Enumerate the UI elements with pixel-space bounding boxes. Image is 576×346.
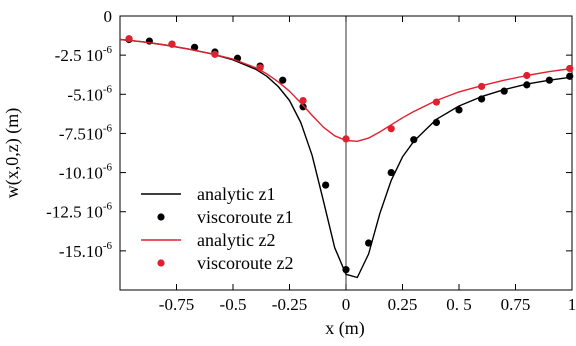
series-4-point [168, 40, 176, 48]
series-4-point [299, 96, 307, 105]
series-line-3 [119, 38, 573, 143]
legend-label: viscoroute z2 [197, 253, 293, 273]
x-tick-label: -0.25 [272, 295, 307, 314]
series-layer [119, 35, 574, 279]
y-tick-label: -12.5 10-6 [46, 201, 112, 222]
x-ticks: -0.75 -0.5 -0.25 0 0.25 0. 5 0.75 1 [159, 16, 576, 314]
legend-label: analytic z2 [197, 230, 275, 250]
series-2-point [342, 266, 350, 274]
series-4-point [478, 82, 486, 91]
series-2-point [410, 136, 418, 144]
series-2-point [523, 81, 531, 89]
y-tick-label: 0 [104, 7, 113, 26]
series-2-point [478, 95, 486, 103]
y-tick-label: -2.5 10-6 [55, 44, 113, 65]
y-ticks: 0 -2.5 10-6 -5.10-6 -7.510-6 -10.10-6 -12.5 1… [46, 7, 572, 261]
series-4-point [125, 35, 133, 43]
series-2-point [455, 106, 463, 114]
series-4-point [342, 135, 350, 143]
x-tick-label: -0.75 [159, 295, 194, 314]
x-axis-title: x (m) [325, 318, 365, 339]
legend: analytic z1 viscoroute z1 analytic z2 visco… [141, 184, 293, 273]
y-tick-label: -7.510-6 [59, 122, 113, 143]
x-tick-label: 0.75 [501, 295, 531, 314]
y-tick-label: -15.10-6 [59, 240, 113, 261]
series-4-point [256, 64, 264, 72]
legend-marker-swatch [157, 213, 165, 221]
series-2-point [279, 76, 287, 84]
series-2-point [566, 72, 574, 80]
x-tick-label: 0. 5 [446, 295, 472, 314]
series-2-point [190, 43, 199, 51]
x-tick-label: 1 [568, 295, 576, 314]
x-tick-label: 0 [342, 295, 351, 314]
series-2-point [387, 168, 395, 177]
series-2-point [432, 118, 440, 127]
series-4-point [211, 50, 219, 58]
legend-label: viscoroute z1 [197, 207, 293, 227]
series-2-point [322, 181, 330, 189]
x-tick-label: -0.5 [220, 295, 247, 314]
series-4-point [523, 71, 531, 80]
series-2-point [500, 87, 508, 95]
series-4-point [566, 64, 574, 73]
series-4-point [387, 125, 395, 133]
series-4-point [432, 98, 440, 106]
y-tick-label: -5.10-6 [67, 83, 112, 104]
legend-label: analytic z1 [197, 184, 275, 204]
x-tick-label: 0.25 [388, 295, 418, 314]
y-tick-label: -10.10-6 [59, 162, 113, 183]
series-2-point [299, 103, 307, 111]
legend-marker-swatch [157, 259, 165, 267]
y-axis-title: w(x,0,z) (m) [2, 108, 23, 198]
series-2-point [365, 239, 373, 247]
series-2-point [545, 76, 554, 84]
